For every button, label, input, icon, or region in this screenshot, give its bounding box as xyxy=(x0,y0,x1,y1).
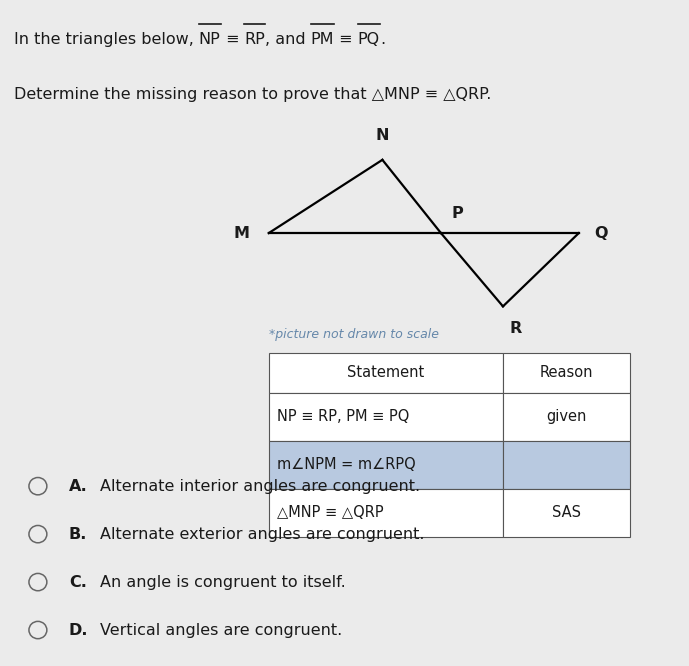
Bar xyxy=(503,441,630,489)
Bar xyxy=(269,489,503,537)
Text: △MNP ≡ △QRP: △MNP ≡ △QRP xyxy=(277,505,384,520)
Text: *picture not drawn to scale: *picture not drawn to scale xyxy=(269,328,439,341)
Text: SAS: SAS xyxy=(552,505,582,520)
Text: NP: NP xyxy=(199,32,220,47)
Text: N: N xyxy=(376,128,389,143)
Text: Alternate exterior angles are congruent.: Alternate exterior angles are congruent. xyxy=(100,527,424,541)
Text: .: . xyxy=(380,32,385,47)
Text: P: P xyxy=(451,206,463,221)
Text: D.: D. xyxy=(69,623,88,637)
Text: M: M xyxy=(234,226,249,240)
Bar xyxy=(269,353,503,393)
Text: given: given xyxy=(546,410,587,424)
Text: Vertical angles are congruent.: Vertical angles are congruent. xyxy=(100,623,342,637)
Text: ≡: ≡ xyxy=(334,32,358,47)
Text: B.: B. xyxy=(69,527,88,541)
Text: Alternate interior angles are congruent.: Alternate interior angles are congruent. xyxy=(100,479,420,494)
Bar xyxy=(269,441,503,489)
Text: PQ: PQ xyxy=(358,32,380,47)
Text: ≡: ≡ xyxy=(220,32,244,47)
Bar xyxy=(503,393,630,441)
Text: An angle is congruent to itself.: An angle is congruent to itself. xyxy=(100,575,346,589)
Text: Reason: Reason xyxy=(540,366,593,380)
Text: Statement: Statement xyxy=(347,366,424,380)
Text: NP ≡ RP, PM ≡ PQ: NP ≡ RP, PM ≡ PQ xyxy=(277,410,409,424)
Bar xyxy=(269,393,503,441)
Bar xyxy=(503,489,630,537)
Text: RP: RP xyxy=(244,32,265,47)
Text: C.: C. xyxy=(69,575,87,589)
Text: , and: , and xyxy=(265,32,311,47)
Text: In the triangles below,: In the triangles below, xyxy=(14,32,199,47)
Text: PM: PM xyxy=(311,32,334,47)
Text: Q: Q xyxy=(594,226,608,240)
Text: R: R xyxy=(510,321,522,336)
Text: m∠NPM = m∠RPQ: m∠NPM = m∠RPQ xyxy=(277,458,415,472)
Bar xyxy=(503,353,630,393)
Text: A.: A. xyxy=(69,479,88,494)
Text: Determine the missing reason to prove that △MNP ≡ △QRP.: Determine the missing reason to prove th… xyxy=(14,87,491,102)
